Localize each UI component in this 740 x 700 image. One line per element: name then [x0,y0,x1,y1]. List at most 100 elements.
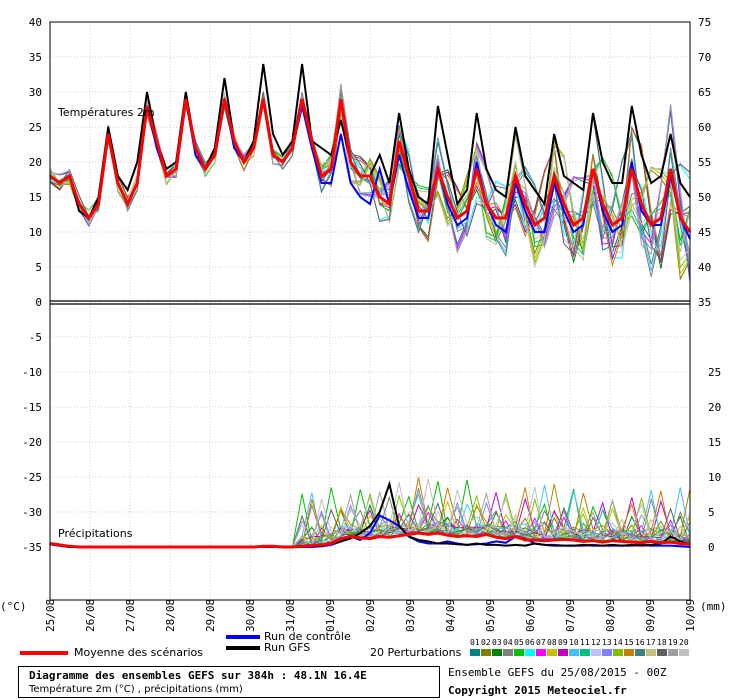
right-unit-label: (mm) [700,600,727,613]
perturbation-swatch [591,649,601,656]
perturbation-swatch [668,649,678,656]
y-tick-label: 35 [29,51,42,64]
y-tick-label: 25 [29,121,42,134]
perturbation-lines [49,84,691,548]
legend-perturbations-label: 20 Perturbations [370,646,462,659]
perturbation-swatch [558,649,568,656]
y-tick-label: -25 [22,471,42,484]
perturbation-swatch [602,649,612,656]
x-tick-label: 02/09 [364,599,377,632]
y2-tick-label: 35 [698,296,711,309]
perturbation-swatch [536,649,546,656]
perturbation-number: 10 [569,638,579,647]
y-tick-label: -15 [22,401,42,414]
x-tick-label: 26/08 [84,599,97,632]
y2-tick-label: 40 [698,261,711,274]
y-tick-label: 15 [29,191,42,204]
y-tick-label: -20 [22,436,42,449]
perturbation-number: 09 [558,638,568,647]
perturbation-numbers: 0102030405060708091011121314151617181920 [470,638,690,647]
y2-tick-label: 45 [698,226,711,239]
perturbation-swatch [481,649,491,656]
perturbation-swatch [492,649,502,656]
perturbation-swatch [503,649,513,656]
precip-tick-label: 25 [708,366,721,379]
run-info: Ensemble GEFS du 25/08/2015 - 00Z [448,666,667,679]
mean-temp-line [49,98,692,233]
y-tick-label: 40 [29,16,42,29]
x-tick-label: 31/08 [284,599,297,632]
y-tick-label: -5 [29,331,42,344]
y-tick-label: -30 [22,506,42,519]
x-tick-label: 09/09 [644,599,657,632]
perturbation-number: 07 [536,638,546,647]
info-subtitle: Température 2m (°C) , précipitations (mm… [29,684,243,695]
y-tick-label: 0 [35,296,42,309]
perturbation-swatch [514,649,524,656]
precip-tick-label: 15 [708,436,721,449]
perturbation-number: 14 [613,638,623,647]
perturbation-swatch [635,649,645,656]
x-tick-label: 04/09 [444,599,457,632]
perturbation-number: 04 [503,638,513,647]
perturbation-number: 15 [624,638,634,647]
y-tick-label: -35 [22,541,42,554]
x-tick-label: 08/09 [604,599,617,632]
perturbation-swatch [470,649,480,656]
x-tick-label: 28/08 [164,599,177,632]
perturbation-number: 08 [547,638,557,647]
y-tick-label: 20 [29,156,42,169]
perturbation-number: 18 [657,638,667,647]
perturbation-swatch [646,649,656,656]
x-tick-label: 10/09 [684,599,697,632]
y-tick-label: 5 [35,261,42,274]
perturbation-number: 16 [635,638,645,647]
perturbation-swatch [569,649,579,656]
legend-gfs-label: Run GFS [264,641,311,654]
x-tick-label: 01/09 [324,599,337,632]
legend-mean-label: Moyenne des scénarios [74,646,203,659]
y-tick-label: 10 [29,226,42,239]
x-tick-label: 27/08 [124,599,137,632]
perturbation-swatch [613,649,623,656]
perturbation-number: 05 [514,638,524,647]
x-tick-label: 07/09 [564,599,577,632]
control-temp-line [49,98,691,240]
precip-tick-label: 0 [708,541,715,554]
perturbation-number: 11 [580,638,590,647]
x-tick-label: 30/08 [244,599,257,632]
perturbation-number: 17 [646,638,656,647]
copyright: Copyright 2015 Meteociel.fr [448,684,627,697]
info-box: Diagramme des ensembles GEFS sur 384h : … [18,666,440,698]
chart-axes: 4035302520151050-5-10-15-20-25-30-357570… [22,16,721,632]
x-tick-label: 06/09 [524,599,537,632]
legend-mean-swatch [20,651,68,655]
perturbation-number: 13 [602,638,612,647]
legend-control-label: Run de contrôle [264,630,351,643]
y2-tick-label: 50 [698,191,711,204]
perturbation-swatch [525,649,535,656]
x-tick-label: 29/08 [204,599,217,632]
perturbation-swatch [679,649,689,656]
left-unit-label: (°C) [0,600,27,613]
x-tick-label: 03/09 [404,599,417,632]
perturbation-number: 03 [492,638,502,647]
perturbation-swatches [470,649,690,659]
perturbation-number: 19 [668,638,678,647]
precip-tick-label: 20 [708,401,721,414]
info-title: Diagramme des ensembles GEFS sur 384h : … [29,669,367,682]
precip-section-label: Précipitations [58,527,133,540]
perturbation-swatch [657,649,667,656]
y-tick-label: -10 [22,366,42,379]
perturbation-number: 01 [470,638,480,647]
y2-tick-label: 65 [698,86,711,99]
mean-precip-line [49,531,691,549]
perturbation-number: 12 [591,638,601,647]
precip-tick-label: 10 [708,471,721,484]
main-lines [49,63,692,549]
x-tick-label: 05/09 [484,599,497,632]
perturbation-swatch [547,649,557,656]
legend-control-swatch [226,635,260,639]
y2-tick-label: 70 [698,51,711,64]
y2-tick-label: 60 [698,121,711,134]
